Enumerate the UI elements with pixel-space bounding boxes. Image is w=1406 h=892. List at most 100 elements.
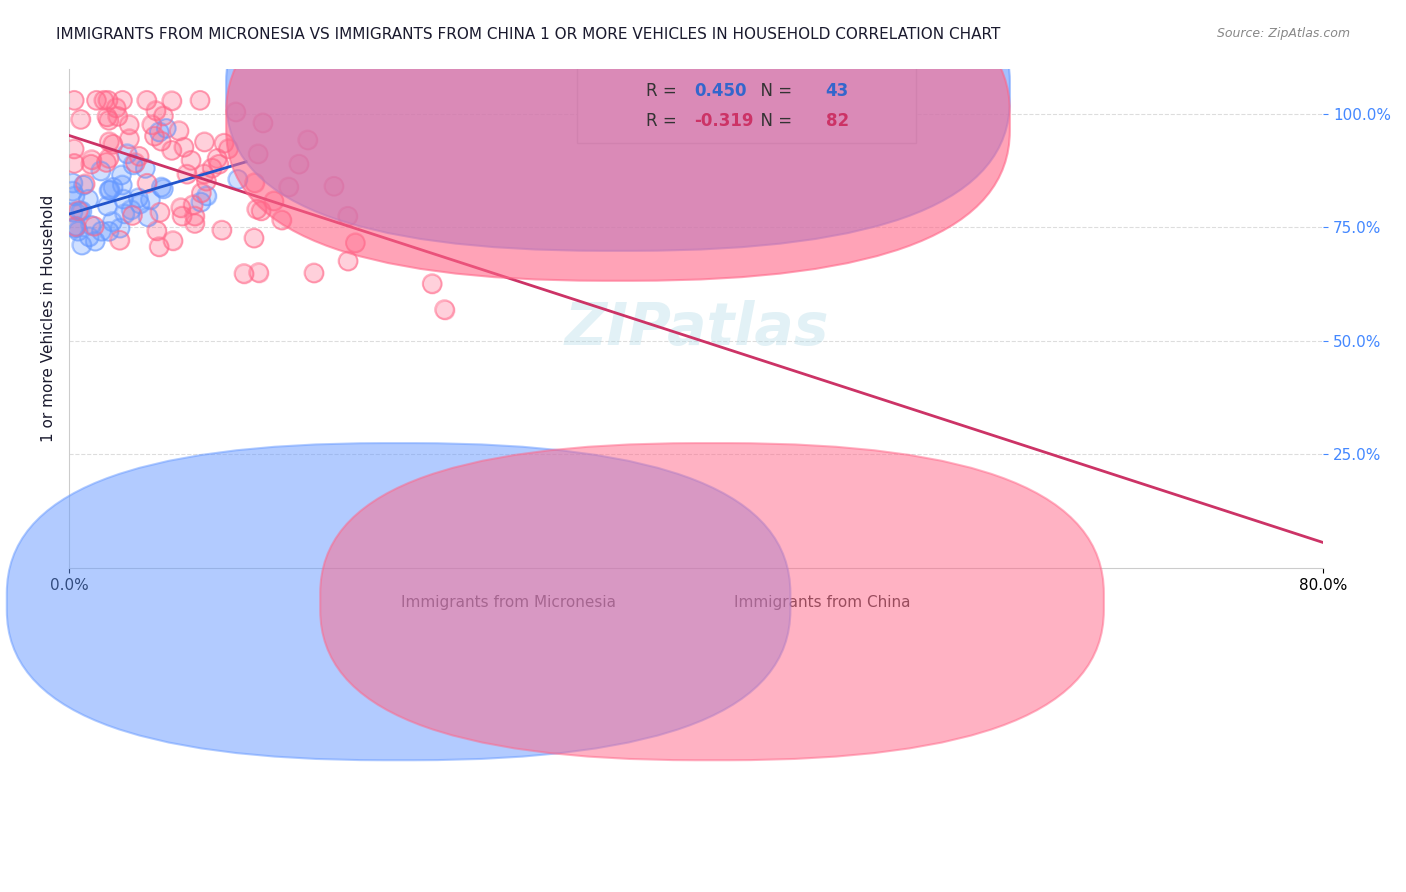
Point [65,219,87,234]
Point [152,109,174,123]
Y-axis label: 1 or more Vehicles in Household: 1 or more Vehicles in Household [41,194,56,442]
Point [105,101,128,115]
Point [302,266,325,280]
Point [90,164,112,178]
Point [232,267,254,281]
Point [77,229,100,244]
Point [101,214,124,228]
Point [193,167,215,181]
Point [212,136,235,150]
Point [101,180,124,194]
Point [155,121,177,136]
Point [107,109,129,123]
Point [201,161,224,175]
Point [111,178,134,192]
Point [120,202,142,217]
Point [183,209,205,223]
Point [83,219,105,234]
Point [205,152,228,166]
Point [337,254,360,268]
Point [73,177,96,191]
Point [173,140,195,154]
FancyBboxPatch shape [321,443,1104,760]
Point [80,157,103,171]
Point [98,183,121,197]
Point [247,146,270,161]
Point [110,168,132,182]
Point [167,123,190,137]
Point [145,224,167,238]
Point [195,174,218,188]
Text: 0.450: 0.450 [695,82,747,100]
FancyBboxPatch shape [226,0,1010,251]
Point [297,133,319,147]
Point [83,219,105,234]
FancyBboxPatch shape [7,443,790,760]
Point [86,93,108,107]
Point [108,221,131,235]
Point [136,210,159,224]
Point [114,207,136,221]
Point [152,181,174,195]
Point [79,218,101,232]
Text: Immigrants from China: Immigrants from China [734,596,910,610]
Point [190,195,212,210]
Point [65,219,87,234]
Point [183,217,205,231]
Point [63,142,86,156]
Point [97,113,120,128]
Point [101,137,124,152]
Point [337,254,360,268]
Point [170,201,193,215]
Point [243,176,266,190]
Text: IMMIGRANTS FROM MICRONESIA VS IMMIGRANTS FROM CHINA 1 OR MORE VEHICLES IN HOUSEH: IMMIGRANTS FROM MICRONESIA VS IMMIGRANTS… [56,27,1001,42]
Point [297,133,319,147]
Point [63,220,86,235]
Point [63,189,86,203]
Point [124,155,146,169]
Point [148,240,170,254]
Point [136,176,159,190]
Point [97,224,120,238]
Point [128,149,150,163]
Point [188,93,211,107]
Point [344,235,367,250]
Point [180,153,202,168]
Point [433,302,456,317]
Point [336,209,359,223]
Point [152,109,174,123]
Point [70,238,93,252]
Point [207,157,229,171]
Point [70,203,93,218]
Point [176,167,198,181]
Point [212,136,235,150]
Point [170,209,193,223]
Text: R =: R = [647,112,682,130]
Point [63,156,86,170]
Point [69,203,91,218]
Point [62,205,84,219]
Point [188,93,211,107]
Point [115,146,138,161]
Point [246,202,269,217]
Point [124,155,146,169]
Point [190,186,212,200]
Point [145,103,167,118]
Point [225,104,247,119]
Point [160,144,183,158]
Point [193,135,215,149]
Point [433,302,456,317]
Point [344,235,367,250]
Text: 82: 82 [825,112,849,130]
Point [134,161,156,176]
Point [62,184,84,198]
Point [247,266,270,280]
Point [115,146,138,161]
Point [167,123,190,137]
Point [96,155,118,169]
Point [170,209,193,223]
Point [96,110,118,124]
Point [128,196,150,211]
Point [101,180,124,194]
Point [205,152,228,166]
